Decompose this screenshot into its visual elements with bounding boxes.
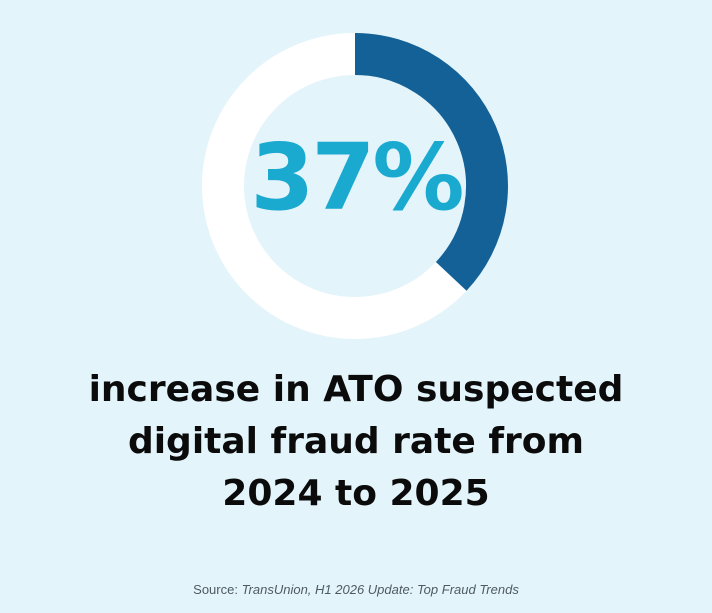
headline-line-3: 2024 to 2025: [222, 473, 490, 514]
source-note: Source: TransUnion, H1 2026 Update: Top …: [0, 582, 712, 597]
source-prefix: Source:: [193, 582, 242, 597]
donut-segment-value: [354, 33, 508, 291]
source-title: TransUnion, H1 2026 Update: Top Fraud Tr…: [241, 582, 519, 597]
donut-chart: [202, 33, 508, 339]
stat-headline: increase in ATO suspected digital fraud …: [0, 364, 712, 520]
headline-line-2: digital fraud rate from: [127, 421, 585, 462]
headline-line-1: increase in ATO suspected: [88, 369, 624, 410]
donut-svg: [202, 33, 508, 339]
stat-value: 37%: [250, 124, 464, 231]
